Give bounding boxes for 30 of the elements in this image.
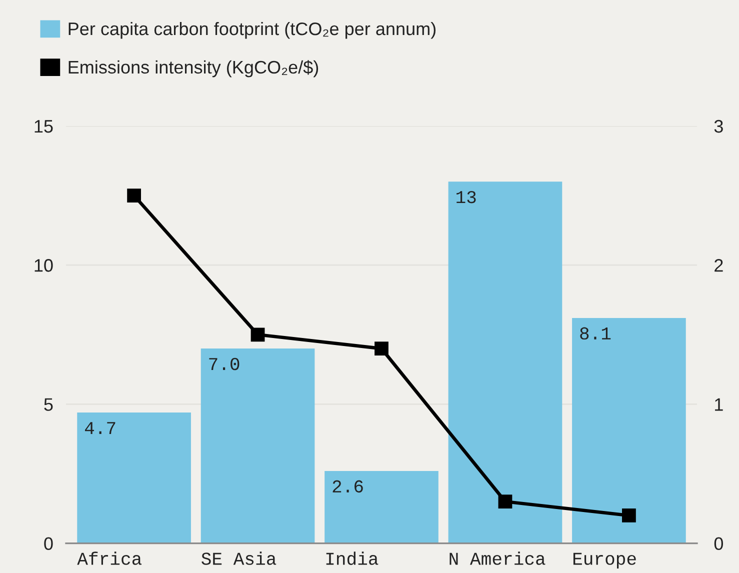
point [127, 188, 141, 202]
x-tick-label: Europe [573, 552, 636, 568]
x-tick-label: SE Asia [202, 552, 276, 565]
data-label: 13 [456, 190, 476, 204]
y2-tick-label: 3 [714, 120, 723, 133]
data-label: 2.6 [332, 480, 363, 493]
bar [572, 318, 686, 544]
y2-tick-label: 1 [715, 398, 723, 411]
legend-label: Per capita carbon footprint (tCO₂e per annum) [68, 22, 436, 39]
point [498, 494, 512, 509]
point [374, 342, 388, 356]
y2-tick-label: 0 [714, 537, 723, 550]
point [250, 328, 265, 342]
data-label: 8.1 [580, 327, 611, 340]
legend-label: Emissions intensity (KgCO₂e/$) [68, 60, 318, 78]
x-tick-label: Africa [77, 552, 142, 565]
y-tick-label: 15 [34, 120, 53, 133]
y-tick-label: 0 [44, 537, 53, 550]
y2-tick-label: 2 [714, 259, 723, 272]
data-label: 4.7 [84, 422, 116, 434]
bar [324, 470, 438, 544]
bar [448, 182, 562, 544]
y-tick-label: 10 [34, 259, 53, 272]
x-tick-label: India [326, 552, 378, 565]
point [622, 508, 636, 522]
data-label: 7.0 [209, 358, 240, 370]
bar [200, 348, 315, 544]
bar [77, 412, 191, 544]
x-tick-label: N America [450, 552, 546, 565]
y-tick-label: 5 [44, 398, 53, 411]
